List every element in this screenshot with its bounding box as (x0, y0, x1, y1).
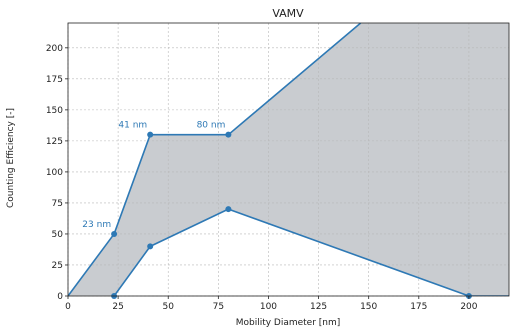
x-tick-label: 175 (410, 302, 427, 312)
data-point (111, 230, 118, 237)
annotation-label: 23 nm (82, 220, 111, 230)
y-axis-label: Counting Efficiency [-] (6, 108, 16, 208)
efficiency-band (68, 23, 509, 296)
x-tick-label: 125 (310, 302, 327, 312)
x-tick-label: 0 (65, 302, 71, 312)
data-point (147, 243, 154, 250)
x-tick-label: 25 (112, 302, 123, 312)
data-point (147, 131, 154, 138)
x-tick-label: 75 (213, 302, 224, 312)
plot-area: 0 25 50 75 100 125 150 175 200 0 25 50 75 100 125 150 17… (46, 22, 510, 312)
annotation-label: 41 nm (118, 121, 147, 131)
annotation-label: 80 nm (197, 121, 226, 131)
x-tick-label: 50 (163, 302, 175, 312)
y-tick-label: 75 (52, 199, 63, 209)
data-point (225, 131, 232, 138)
data-point (225, 206, 232, 213)
y-tick-label: 25 (52, 261, 63, 271)
y-tick-label: 0 (57, 292, 63, 302)
x-tick-label: 150 (360, 302, 377, 312)
y-tick-label: 150 (46, 106, 63, 116)
y-tick-label: 200 (46, 44, 63, 54)
chart-title: VAMV (272, 7, 304, 20)
y-tick-label: 100 (46, 168, 63, 178)
x-tick-label: 100 (260, 302, 277, 312)
x-tick-label: 200 (460, 302, 477, 312)
y-tick-label: 50 (52, 230, 64, 240)
y-tick-label: 175 (46, 75, 63, 85)
x-axis-label: Mobility Diameter [nm] (236, 318, 341, 328)
axes-frame (67, 22, 510, 297)
y-tick-label: 125 (46, 137, 63, 147)
